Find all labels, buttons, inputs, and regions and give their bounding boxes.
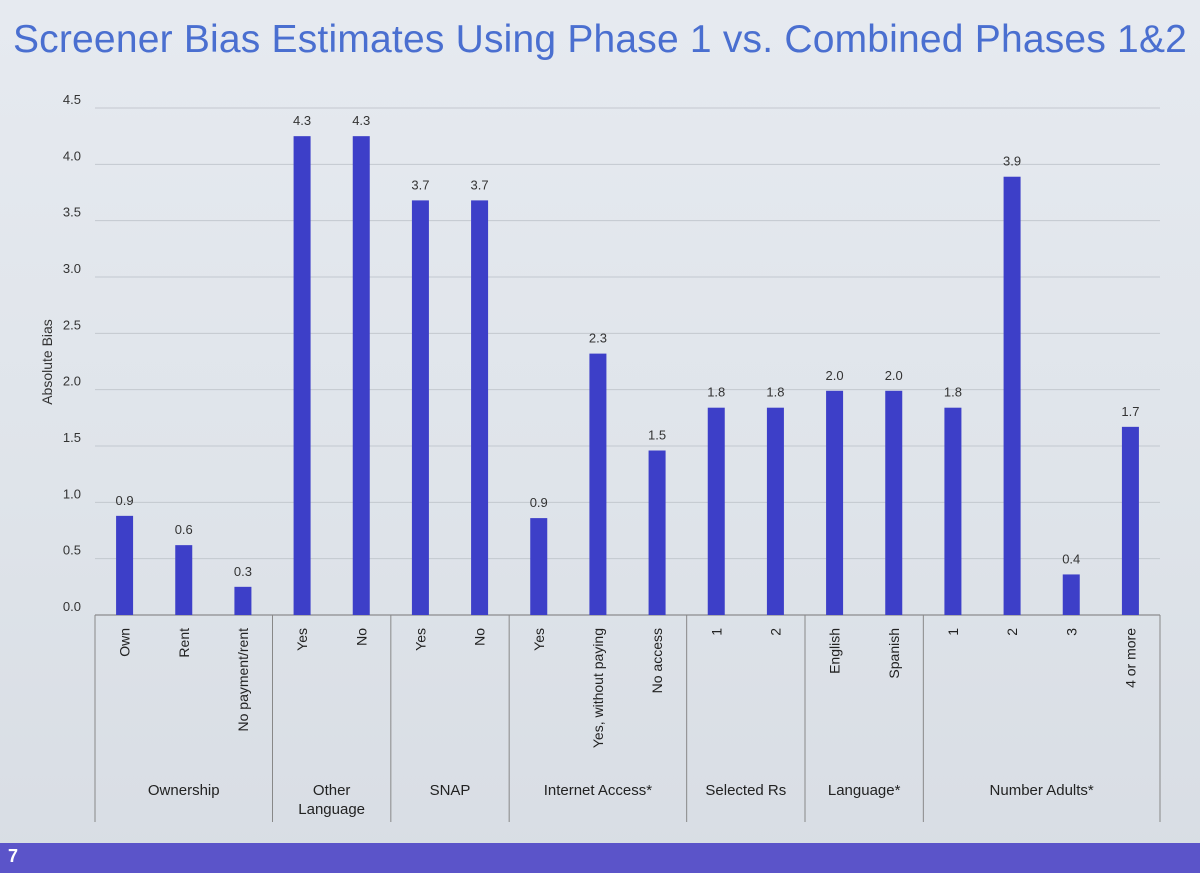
bar: [471, 200, 489, 616]
bar: [826, 390, 844, 615]
category-label: No payment/rent: [235, 628, 251, 732]
data-label: 3.7: [471, 177, 489, 192]
bar: [411, 200, 429, 616]
y-tick-label: 3.0: [63, 261, 81, 276]
data-label: 0.4: [1062, 551, 1080, 566]
bar: [589, 353, 607, 615]
category-label: Rent: [176, 628, 192, 658]
y-axis-title: Absolute Bias: [39, 319, 55, 405]
data-label: 2.0: [885, 368, 903, 383]
category-label: Yes: [531, 628, 547, 651]
bar: [175, 545, 193, 615]
data-label: 3.7: [411, 177, 429, 192]
y-tick-label: 1.5: [63, 430, 81, 445]
data-label: 1.7: [1121, 404, 1139, 419]
data-label: 1.8: [707, 385, 725, 400]
slide-title: Screener Bias Estimates Using Phase 1 vs…: [12, 18, 1188, 61]
bar: [1003, 176, 1021, 615]
data-labels: 0.9 0.6 0.3 4.3 4.3 3.7 3.7 0.9 2.3 1.5 1.8 1.8 2.0 2…: [116, 113, 1140, 579]
category-label: Spanish: [886, 628, 902, 679]
y-tick-label: 0.5: [63, 543, 81, 558]
group-label: Ownership: [148, 782, 220, 799]
bar: [530, 518, 548, 615]
category-label: Yes: [412, 628, 428, 651]
axes: 0.0 0.5 1.0 1.5 2.0 2.5 3.0 3.5 4.0 4.5: [63, 92, 1161, 822]
category-label: 4 or more: [1122, 628, 1138, 688]
category-label: No: [353, 628, 369, 646]
data-label: 1.8: [766, 385, 784, 400]
data-label: 1.8: [944, 385, 962, 400]
group-label: SNAP: [430, 782, 471, 799]
bar: [944, 407, 962, 615]
bar: [1121, 426, 1139, 615]
bar: [885, 390, 903, 615]
y-tick-label: 4.0: [63, 148, 81, 163]
group-labels: Ownership Other Language SNAP Internet Acces…: [148, 782, 1094, 818]
category-label: Own: [117, 628, 133, 657]
data-label: 3.9: [1003, 154, 1021, 169]
group-label: Language*: [828, 782, 901, 799]
bars: [116, 136, 1139, 616]
bar: [234, 586, 252, 615]
data-label: 0.3: [234, 564, 252, 579]
category-label: 2: [767, 628, 783, 636]
group-label: Other Language: [298, 782, 365, 818]
y-tick-label: 1.0: [63, 486, 81, 501]
footer-bar: 7: [0, 843, 1200, 873]
category-label: English: [827, 628, 843, 674]
y-tick-label: 2.5: [63, 317, 81, 332]
bar-chart: 0.0 0.5 1.0 1.5 2.0 2.5 3.0 3.5 4.0 4.5 0.9 0.6 0.3…: [39, 92, 1161, 822]
data-label: 2.3: [589, 331, 607, 346]
group-label: Selected Rs: [705, 782, 786, 799]
category-label: 1: [945, 628, 961, 636]
category-label: 2: [1004, 628, 1020, 636]
data-label: 4.3: [293, 113, 311, 128]
data-label: 0.9: [116, 493, 134, 508]
bar: [116, 515, 134, 615]
bar: [1062, 574, 1080, 615]
category-label: 3: [1063, 628, 1079, 636]
data-label: 0.6: [175, 522, 193, 537]
bar: [707, 407, 725, 615]
y-tick-label: 3.5: [63, 205, 81, 220]
y-tick-label: 0.0: [63, 599, 81, 614]
bar: [352, 136, 370, 615]
category-labels: Own Rent No payment/rent Yes No Yes No Yes Yes, …: [117, 628, 1139, 748]
bar: [766, 407, 784, 615]
slide-number: 7: [8, 846, 19, 866]
y-tick-label: 4.5: [63, 92, 81, 107]
category-label: No: [472, 628, 488, 646]
bar: [293, 136, 311, 615]
category-label: Yes, without paying: [590, 628, 606, 748]
category-label: 1: [708, 628, 724, 636]
bar: [648, 450, 666, 615]
data-label: 0.9: [530, 495, 548, 510]
gridlines: [95, 107, 1160, 560]
group-label: Number Adults*: [990, 782, 1094, 799]
data-label: 2.0: [826, 368, 844, 383]
category-label: No access: [649, 628, 665, 693]
category-label: Yes: [294, 628, 310, 651]
data-label: 1.5: [648, 428, 666, 443]
group-label: Internet Access*: [544, 782, 653, 799]
data-label: 4.3: [352, 113, 370, 128]
y-tick-label: 2.0: [63, 374, 81, 389]
